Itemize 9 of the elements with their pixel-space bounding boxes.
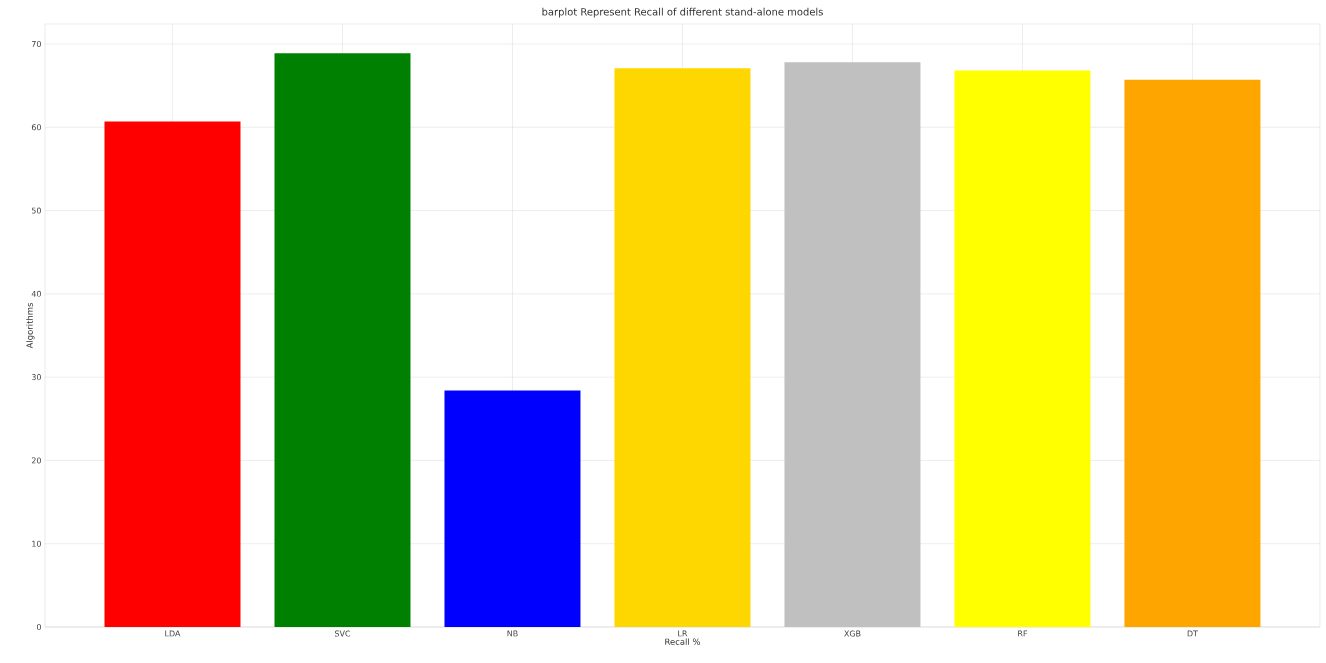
y-axis-title: Algorithms <box>26 302 35 349</box>
bar <box>274 53 411 627</box>
bar <box>444 390 581 627</box>
bar <box>954 70 1091 627</box>
bar <box>1124 79 1261 627</box>
bar <box>614 68 751 627</box>
x-axis-title: Recall % <box>665 638 700 645</box>
chart-title: barplot Represent Recall of different stand-alone models <box>542 7 823 18</box>
bar <box>104 121 241 627</box>
